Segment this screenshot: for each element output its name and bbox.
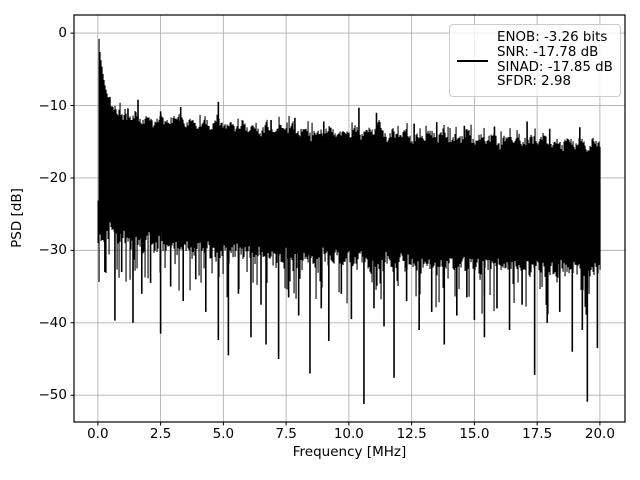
x-tick-label: 10.0 (333, 426, 364, 442)
legend-sinad: SINAD: -17.85 dB (497, 59, 613, 75)
y-tick-label: 0 (58, 25, 67, 42)
x-tick-label: 15.0 (459, 426, 490, 442)
y-tick-label: −40 (38, 314, 68, 331)
x-tick-label: 20.0 (584, 426, 615, 442)
y-tick-label: −30 (38, 242, 68, 259)
legend-sfdr: SFDR: 2.98 (497, 74, 571, 90)
x-tick-label: 0.0 (87, 426, 109, 442)
x-tick-label: 5.0 (212, 426, 235, 442)
legend-snr: SNR: -17.78 dB (497, 44, 599, 60)
legend-line-sample (457, 59, 488, 62)
x-axis-label: Frequency [MHz] (292, 444, 407, 460)
y-tick-label: −10 (38, 97, 68, 114)
x-tick-label: 12.5 (396, 426, 427, 442)
x-tick-label: 2.5 (149, 426, 172, 442)
legend-text-block: ENOB: -3.26 bits SNR: -17.78 dB SINAD: -… (497, 31, 616, 89)
y-tick-label: −20 (38, 169, 68, 186)
x-tick-label: 7.5 (275, 426, 297, 442)
legend-enob: ENOB: -3.26 bits (497, 30, 608, 46)
x-tick-label: 17.5 (522, 426, 553, 442)
legend-box: ENOB: -3.26 bits SNR: -17.78 dB SINAD: -… (449, 24, 621, 97)
y-tick-label: −50 (38, 387, 68, 404)
y-axis-label: PSD [dB] (9, 188, 25, 248)
